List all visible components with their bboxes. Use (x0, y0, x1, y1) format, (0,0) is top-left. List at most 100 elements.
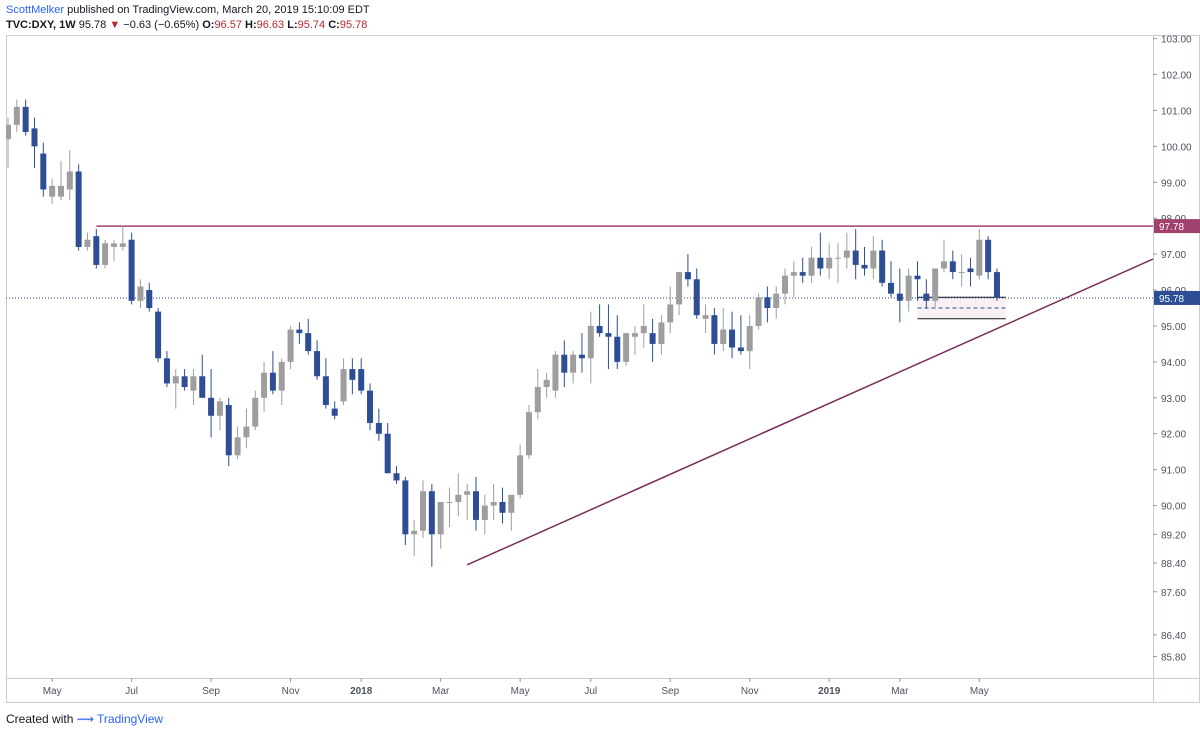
resistance-price-label: 97.78 (1159, 222, 1184, 233)
candle-body (420, 491, 427, 531)
resistance-price-label-bg (1154, 219, 1200, 234)
candle-body (261, 372, 268, 398)
candle-body (843, 250, 850, 258)
y-tick-label: 86.40 (1161, 631, 1186, 642)
candle-body (755, 297, 762, 326)
candle-body (472, 491, 479, 520)
candle-body (119, 243, 126, 247)
candle-body (31, 128, 38, 147)
y-tick-label: 85.80 (1161, 652, 1186, 663)
candle-body (967, 268, 974, 273)
candle-body (517, 455, 524, 495)
candle-body (190, 376, 197, 391)
candle-body (40, 153, 47, 190)
candle-body (446, 501, 453, 503)
author-link[interactable]: ScottMelker (6, 4, 65, 16)
x-tick-label: May (970, 686, 989, 697)
high-label: H: (245, 19, 257, 31)
open-label: O: (202, 19, 215, 31)
candle-body (543, 379, 550, 388)
candle-body (640, 325, 647, 334)
x-tick-label: Nov (282, 686, 300, 697)
candle-body (676, 272, 683, 305)
candle-body (349, 369, 356, 380)
candle-body (914, 275, 921, 280)
x-tick-label: Mar (891, 686, 909, 697)
x-tick-label: 2018 (350, 686, 373, 697)
candle-body (358, 369, 365, 391)
y-tick-label: 89.20 (1161, 530, 1186, 541)
candle-body (764, 297, 771, 309)
candle-body (561, 354, 568, 373)
candle-body (243, 426, 250, 438)
candle-body (66, 171, 73, 190)
y-tick-label: 90.00 (1161, 502, 1186, 513)
y-tick-label: 101.00 (1161, 106, 1192, 117)
candle-body (737, 347, 744, 352)
candle-body (702, 315, 709, 319)
candle-body (296, 329, 303, 334)
symbol-label[interactable]: TVC:DXY, 1W (6, 19, 76, 31)
candle-body (729, 329, 736, 348)
ohlc-legend: TVC:DXY, 1W 95.78 ▼ −0.63 (−0.65%) O:96.… (6, 18, 367, 32)
candle-body (799, 272, 806, 276)
candle-body (155, 311, 162, 359)
candle-body (464, 491, 471, 495)
candle-body (225, 404, 232, 456)
candle-body (932, 268, 939, 301)
candle-body (631, 333, 638, 337)
candle-body (773, 293, 780, 309)
candle-body (746, 325, 753, 352)
candle-body (208, 397, 215, 416)
candle-body (22, 106, 29, 132)
y-tick-label: 92.00 (1161, 430, 1186, 441)
candle-body (402, 480, 409, 535)
y-tick-label: 99.00 (1161, 178, 1186, 189)
candle-body (137, 286, 144, 301)
candle-body (817, 257, 824, 269)
y-tick-label: 87.60 (1161, 588, 1186, 599)
candle-body (128, 239, 135, 301)
x-tick-label: Jul (584, 686, 597, 697)
candle-body (393, 473, 400, 481)
candle-body (693, 279, 700, 316)
candle-body (172, 376, 179, 384)
y-tick-label: 95.00 (1161, 322, 1186, 333)
candle-body (684, 272, 691, 280)
candle-body (252, 397, 259, 427)
candle-body (375, 422, 382, 434)
candle-body (199, 376, 206, 398)
candle-body (428, 491, 435, 535)
candle-body (587, 325, 594, 359)
candle-body (234, 437, 241, 456)
candle-body (870, 250, 877, 269)
candle-body (958, 272, 965, 274)
x-tick-label: Jul (125, 686, 138, 697)
candle-body (896, 293, 903, 301)
candle-body (534, 387, 541, 413)
candle-body (340, 369, 347, 402)
chart-frame[interactable]: 103.00102.00101.00100.0099.0098.0097.009… (5, 35, 1200, 703)
candle-body (720, 329, 727, 344)
candle-body (985, 239, 992, 273)
candle-body (570, 354, 577, 373)
tradingview-link[interactable]: TradingView (97, 712, 164, 726)
candle-body (331, 408, 338, 416)
y-tick-label: 88.40 (1161, 559, 1186, 570)
candle-body (146, 290, 153, 309)
candle-body (552, 354, 559, 391)
price-chart[interactable]: 103.00102.00101.00100.0099.0098.0097.009… (5, 35, 1200, 703)
close-value: 95.78 (339, 19, 368, 31)
candle-body (5, 124, 11, 140)
candle-body (596, 325, 603, 334)
candle-body (605, 333, 612, 337)
candle-body (525, 412, 532, 456)
candle-body (278, 361, 285, 391)
candle-body (826, 257, 833, 269)
y-tick-label: 94.00 (1161, 358, 1186, 369)
x-tick-label: Mar (432, 686, 450, 697)
candle-body (923, 293, 930, 301)
candle-body (649, 333, 656, 344)
x-tick-label: May (511, 686, 530, 697)
candle-body (102, 243, 109, 265)
